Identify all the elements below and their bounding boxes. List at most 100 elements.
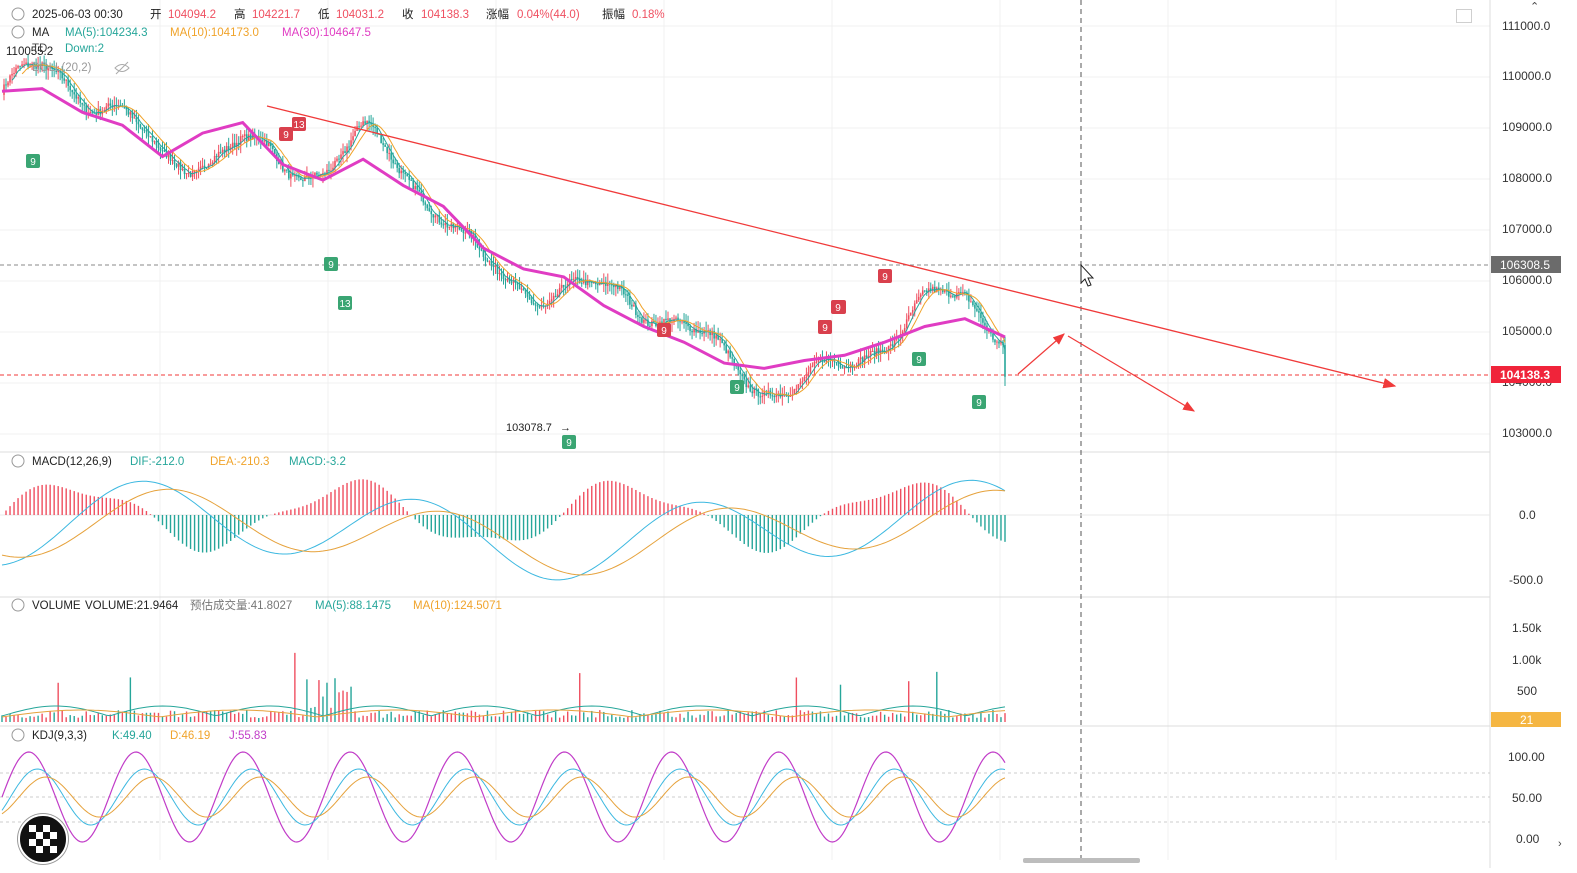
candle-body [9, 75, 11, 82]
macd-bar [756, 515, 757, 551]
volume-bar [479, 715, 480, 722]
volume-bar [394, 717, 395, 722]
legend-ma30: MA(30):104647.5 [282, 27, 371, 39]
macd-bar [354, 480, 355, 515]
macd-bar [174, 515, 175, 537]
candle-body [890, 344, 892, 345]
volume-bar [615, 717, 616, 722]
candle-body [160, 148, 162, 150]
candle-body [124, 107, 126, 108]
volume-bar [65, 717, 66, 722]
candle-body [144, 130, 146, 131]
candle-body [637, 315, 639, 317]
kdj-tick: 100.00 [1508, 750, 1545, 764]
price-tick: 105000.0 [1502, 324, 1552, 338]
volume-bar [731, 715, 732, 722]
candle-body [406, 174, 408, 176]
macd-bar [186, 515, 187, 547]
volume-bar [880, 712, 881, 722]
td-marker: 9 [734, 383, 740, 394]
collapse-icon[interactable] [12, 599, 24, 611]
collapse-icon[interactable] [12, 729, 24, 741]
macd-bar [382, 488, 383, 515]
macd-bar [415, 515, 416, 519]
candle-body [627, 294, 629, 296]
macd-bar [555, 515, 556, 521]
legend-datetime: 2025-06-03 00:30 [32, 9, 123, 21]
macd-bar [519, 515, 520, 540]
price-tick: 111000.0 [1502, 19, 1551, 33]
legend-k: K:49.40 [112, 730, 152, 742]
macd-bar [57, 486, 58, 515]
macd-bar [190, 515, 191, 549]
volume-bar [222, 711, 223, 722]
macd-bar [471, 515, 472, 537]
candle-body [348, 147, 350, 148]
volume-bar [595, 717, 596, 722]
legend-j: J:55.83 [229, 730, 267, 742]
volume-bar [768, 715, 769, 722]
projection-up-arrow[interactable] [1018, 334, 1064, 374]
volume-bar [659, 711, 660, 722]
volume-bar [840, 685, 841, 722]
volume-bar [715, 716, 716, 722]
macd-bar [760, 515, 761, 552]
collapse-icon[interactable] [12, 26, 24, 38]
hidden-eye-icon[interactable] [115, 62, 129, 74]
macd-bar [643, 494, 644, 515]
macd-bar [892, 492, 893, 515]
candle-body [759, 396, 761, 397]
macd-bar [49, 485, 50, 515]
volume-bar [511, 712, 512, 722]
macd-bar [944, 490, 945, 515]
candle-body [643, 320, 645, 323]
macd-bar [968, 514, 969, 515]
candle-body [503, 275, 505, 279]
candle-body [499, 273, 501, 274]
macd-bar [314, 501, 315, 515]
candle-body [142, 127, 144, 129]
macd-bar [102, 497, 103, 515]
trendline-descending[interactable] [267, 106, 1395, 386]
chevron-right-icon[interactable]: › [1558, 838, 1562, 850]
candle-body [796, 389, 798, 390]
candle-body [128, 109, 130, 114]
candle-body [388, 153, 390, 154]
volume-bar [250, 717, 251, 722]
horizontal-scrollbar[interactable] [1023, 858, 1140, 863]
volume-bar [358, 717, 359, 722]
volume-bar [390, 712, 391, 722]
projection-down-arrow[interactable] [1068, 336, 1194, 411]
collapse-icon[interactable] [12, 8, 24, 20]
macd-bar [980, 515, 981, 527]
expand-icon[interactable] [1456, 9, 1472, 23]
macd-tick: 0.0 [1519, 508, 1536, 522]
macd-bar [639, 492, 640, 515]
volume-bar [294, 653, 295, 722]
macd-bar [61, 487, 62, 515]
candle-body [463, 230, 465, 233]
volume-bar [651, 715, 652, 722]
candle-body [25, 63, 27, 65]
candle-body [597, 284, 599, 285]
macd-bar [17, 498, 18, 515]
collapse-icon[interactable] [12, 455, 24, 467]
chevron-up-icon[interactable]: ⌃ [1530, 0, 1539, 13]
macd-bar [334, 490, 335, 515]
candle-body [982, 318, 984, 323]
volume-bar [912, 712, 913, 722]
volume-bar [346, 692, 347, 722]
candle-body [150, 136, 152, 137]
macd-bar [1000, 515, 1001, 541]
candle-body [392, 160, 394, 164]
macd-bar [687, 508, 688, 515]
macd-bar [25, 492, 26, 515]
volume-bar [74, 716, 75, 722]
volume-bar [679, 714, 680, 722]
volume-bar [1000, 717, 1001, 722]
macd-bar [306, 505, 307, 515]
volume-bar [844, 715, 845, 722]
volume-bar [916, 715, 917, 722]
